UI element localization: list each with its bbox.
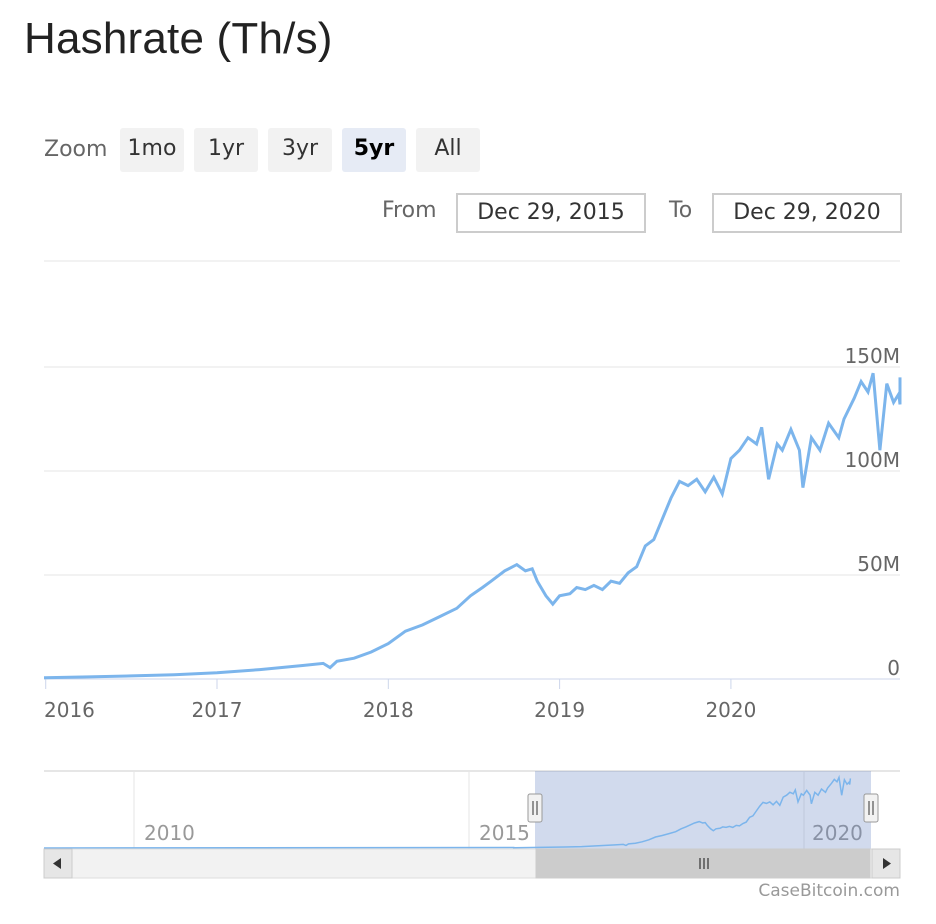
- from-date-input[interactable]: Dec 29, 2015: [456, 193, 646, 233]
- y-tick-label: 50M: [857, 552, 900, 576]
- navigator-tick-2020: 2020: [812, 821, 863, 845]
- credit-link[interactable]: CaseBitcoin.com: [758, 881, 900, 901]
- arrow-right-icon: [883, 858, 891, 869]
- y-tick-label: 150M: [845, 344, 900, 368]
- navigator-series-line: [43, 774, 852, 849]
- zoom-5yr-button[interactable]: 5yr: [342, 128, 406, 172]
- navigator-left-handle[interactable]: [527, 793, 543, 823]
- hashrate-series-line: [43, 372, 902, 680]
- y-tick-label: 100M: [845, 448, 900, 472]
- zoom-1yr-button[interactable]: 1yr: [194, 128, 258, 172]
- x-tick-label: 2016: [44, 698, 95, 722]
- navigator-tick-2010: 2010: [144, 821, 195, 845]
- to-date-input[interactable]: Dec 29, 2020: [712, 193, 902, 233]
- zoom-1mo-button[interactable]: 1mo: [120, 128, 184, 172]
- arrow-left-icon: [53, 858, 61, 869]
- x-tick-label: 2018: [363, 698, 414, 722]
- zoom-all-button[interactable]: All: [416, 128, 480, 172]
- x-tick-label: 2019: [534, 698, 585, 722]
- navigator-right-handle[interactable]: [863, 793, 879, 823]
- x-tick-label: 2017: [192, 698, 243, 722]
- navigator-tick-2015: 2015: [479, 821, 530, 845]
- zoom-label: Zoom: [44, 137, 108, 162]
- navigator[interactable]: 2010 2015 2020: [43, 770, 900, 850]
- navigator-selection-mask[interactable]: [535, 771, 871, 849]
- to-label: To: [669, 198, 693, 223]
- page-title: Hashrate (Th/s): [24, 14, 333, 63]
- from-label: From: [382, 198, 437, 223]
- scrollbar[interactable]: [43, 848, 901, 879]
- zoom-3yr-button[interactable]: 3yr: [268, 128, 332, 172]
- scrollbar-thumb[interactable]: [535, 848, 871, 879]
- x-tick-label: 2020: [705, 698, 756, 722]
- y-tick-label: 0: [887, 656, 900, 680]
